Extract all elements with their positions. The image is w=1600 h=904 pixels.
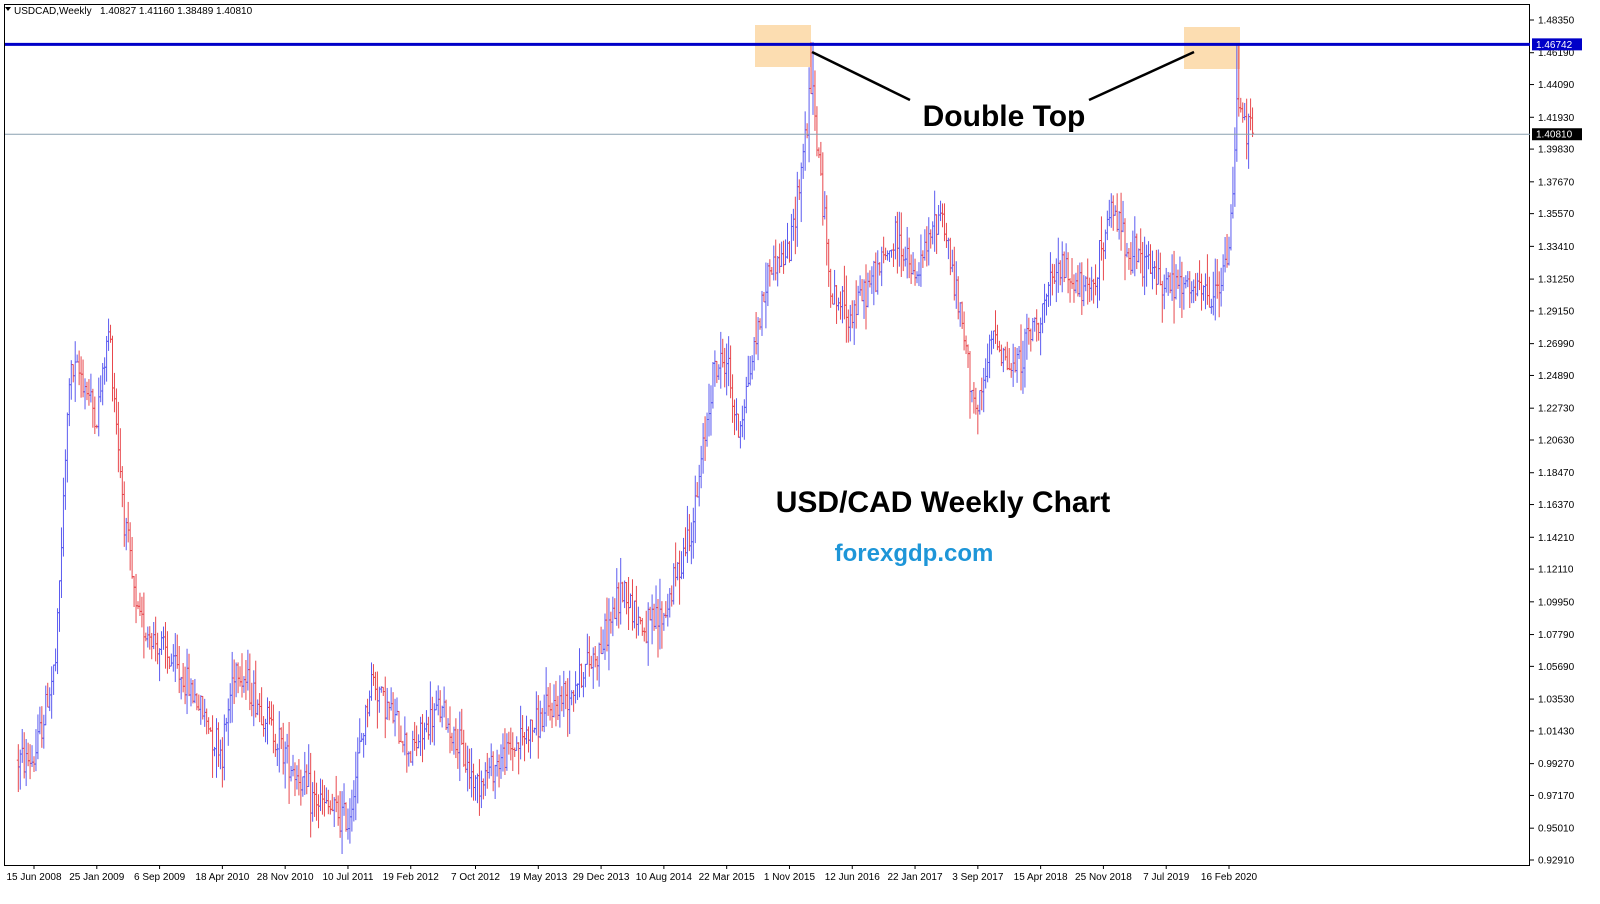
plot-frame	[4, 4, 1530, 866]
x-tick-label: 29 Dec 2013	[573, 872, 630, 883]
y-tick-label: 1.09950	[1538, 597, 1575, 608]
y-tick-label: 1.12110	[1538, 565, 1574, 576]
y-tick-label: 1.07790	[1538, 630, 1575, 641]
y-tick-label: 1.31250	[1538, 275, 1575, 286]
x-tick-label: 19 May 2013	[509, 872, 567, 883]
y-tick-label: 0.99270	[1538, 759, 1575, 770]
pattern-label: Double Top	[923, 100, 1086, 133]
y-tick-label: 1.24890	[1538, 371, 1575, 382]
x-tick-label: 10 Jul 2011	[322, 872, 373, 883]
y-tick-label: 1.20630	[1538, 436, 1575, 447]
y-tick-label: 0.97170	[1538, 791, 1575, 802]
symbol-label: USDCAD,Weekly	[14, 6, 92, 17]
second-top-highlight	[1184, 27, 1240, 69]
y-axis: 1.48350 1.46190 1.44090 1.41930 1.39830 1.376…	[1530, 16, 1575, 867]
y-tick-label: 1.41930	[1538, 113, 1575, 124]
x-tick-label: 7 Jul 2019	[1143, 872, 1190, 883]
x-axis: 15 Jun 2008 25 Jan 2009 6 Sep 2009 18 Apr 2…	[6, 865, 1258, 883]
y-tick-label: 1.22730	[1538, 404, 1575, 415]
x-tick-label: 3 Sep 2017	[952, 872, 1004, 883]
chevron-down-icon[interactable]	[5, 7, 11, 11]
y-tick-label: 1.29150	[1538, 306, 1575, 317]
y-tick-label: 0.95010	[1538, 824, 1575, 835]
ohlc-values: 1.40827 1.41160 1.38489 1.40810	[100, 6, 253, 17]
y-tick-label: 1.03530	[1538, 695, 1575, 706]
y-tick-label: 1.16370	[1538, 500, 1575, 511]
x-tick-label: 10 Aug 2014	[636, 872, 693, 883]
y-tick-label: 1.33410	[1538, 242, 1575, 253]
price-bar	[1251, 107, 1255, 138]
x-tick-label: 18 Apr 2010	[195, 872, 249, 883]
resistance-price-label: 1.46742	[1536, 40, 1573, 51]
x-tick-label: 6 Sep 2009	[134, 872, 186, 883]
x-tick-label: 25 Jan 2009	[69, 872, 124, 883]
x-tick-label: 16 Feb 2020	[1201, 872, 1258, 883]
chart-title: USD/CAD Weekly Chart	[776, 486, 1111, 519]
y-tick-label: 1.37670	[1538, 177, 1575, 188]
y-tick-label: 1.01430	[1538, 726, 1575, 737]
x-tick-label: 22 Jan 2017	[888, 872, 943, 883]
x-tick-label: 22 Mar 2015	[699, 872, 756, 883]
x-tick-label: 15 Jun 2008	[6, 872, 61, 883]
x-tick-label: 12 Jun 2016	[825, 872, 880, 883]
y-tick-label: 1.48350	[1538, 16, 1575, 27]
current-price-label: 1.40810	[1536, 130, 1573, 141]
current-price-tag: 1.40810	[1532, 128, 1582, 141]
x-tick-label: 28 Nov 2010	[257, 872, 314, 883]
y-tick-label: 1.44090	[1538, 80, 1575, 91]
first-top-highlight	[755, 25, 811, 67]
website-label: forexgdp.com	[835, 540, 994, 567]
y-tick-label: 1.18470	[1538, 468, 1575, 479]
x-tick-label: 15 Apr 2018	[1014, 872, 1068, 883]
y-tick-label: 1.26990	[1538, 339, 1575, 350]
pointer-line-right	[1088, 50, 1195, 102]
pointer-line-left	[811, 50, 911, 102]
chart-header: USDCAD,Weekly 1.40827 1.41160 1.38489 1.…	[5, 6, 253, 17]
price-bars	[16, 41, 1255, 854]
y-tick-label: 1.35570	[1538, 209, 1575, 220]
x-tick-label: 25 Nov 2018	[1075, 872, 1132, 883]
x-tick-label: 19 Feb 2012	[383, 872, 440, 883]
y-tick-label: 1.46190	[1538, 48, 1575, 59]
y-tick-label: 1.14210	[1538, 533, 1575, 544]
y-tick-label: 1.39830	[1538, 145, 1575, 156]
resistance-price-tag: 1.46742	[1532, 38, 1582, 51]
y-tick-label: 1.05690	[1538, 662, 1575, 673]
y-tick-label: 0.92910	[1538, 856, 1575, 867]
x-tick-label: 1 Nov 2015	[764, 872, 816, 883]
x-tick-label: 7 Oct 2012	[451, 872, 500, 883]
